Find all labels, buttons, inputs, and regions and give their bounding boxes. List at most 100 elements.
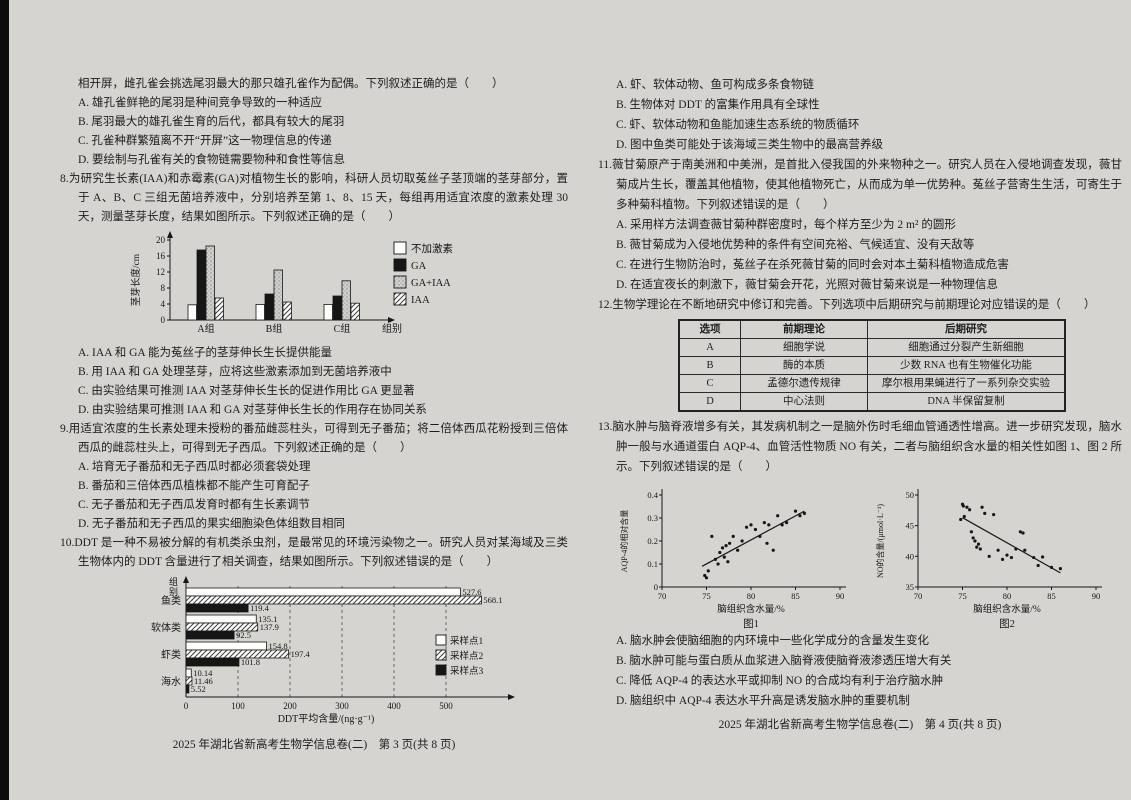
header-later-research: 后期研究 [867, 319, 1066, 339]
q7-option-d: D. 要绘制与孔雀有关的食物链需要物种和食性等信息 [78, 154, 346, 166]
q10-option-c: C. 虾、软体动物和鱼能加速生态系统的物质循环 [616, 119, 860, 131]
q13-fig1-scatter-svg: 70 75 80 85 90 0 0.1 0.2 0.3 0.4 AQP-4的相对含量脑组织含水量/… [619, 489, 846, 629]
q8-lead: 8.为研究生长素(IAA)和赤霉素(GA)对植物生长的影响，科研人员切取菟丝子茎… [60, 173, 568, 223]
scan-edge-strip [0, 0, 9, 800]
svg-text:不加激素: 不加激素 [411, 242, 453, 255]
svg-text:45: 45 [906, 521, 915, 531]
svg-text:70: 70 [658, 591, 667, 601]
svg-text:137.9: 137.9 [260, 622, 279, 632]
cell-b-research: 少数 RNA 也有生物催化功能 [867, 356, 1066, 375]
page-4-footer: 2025 年湖北省新高考生物学信息卷(二) 第 4 页(共 8 页) [718, 719, 1002, 731]
cell-a-theory: 细胞学说 [740, 338, 868, 357]
q10-option-d: D. 图中鱼类可能处于该海域三类生物中的最高营养级 [616, 139, 884, 151]
svg-text:虾类: 虾类 [161, 648, 181, 661]
q10-option-a: A. 虾、软体动物、鱼可构成多条食物链 [616, 79, 815, 91]
svg-text:12: 12 [156, 267, 165, 277]
page-4: A. 虾、软体动物、鱼可构成多条食物链 B. 生物体对 DDT 的富集作用具有全… [598, 75, 1122, 735]
svg-text:脑组织含水量/%: 脑组织含水量/% [717, 603, 785, 615]
q13-lead: 13.脑水肿与脑脊液增多有关，其发病机制之一是脑外伤时毛细血管通透性增高。进一步… [598, 421, 1122, 473]
svg-text:70: 70 [914, 591, 923, 601]
table-header-row: 选项 前期理论 后期研究 [678, 319, 1066, 339]
cell-d-option: D [678, 392, 741, 412]
svg-text:采样点2: 采样点2 [450, 650, 484, 662]
svg-text:4: 4 [161, 299, 166, 309]
cell-c-option: C [678, 374, 741, 393]
q11-option-c: C. 在进行生物防治时，菟丝子在杀死薇甘菊的同时会对本土菊科植物造成危害 [616, 259, 1009, 271]
svg-text:80: 80 [1003, 591, 1012, 601]
svg-text:20: 20 [156, 235, 166, 245]
cell-b-option: B [678, 356, 741, 375]
svg-text:92.5: 92.5 [236, 630, 251, 640]
svg-text:图1: 图1 [743, 618, 759, 629]
svg-text:5.52: 5.52 [191, 684, 206, 694]
svg-text:茎芽长度/cm: 茎芽长度/cm [130, 253, 142, 306]
svg-text:75: 75 [958, 591, 967, 601]
svg-text:0: 0 [654, 582, 658, 592]
cell-a-option: A [678, 338, 741, 357]
svg-text:海水: 海水 [161, 675, 181, 688]
cell-a-research: 细胞通过分裂产生新细胞 [867, 338, 1066, 357]
q13-figures: 70 75 80 85 90 0 0.1 0.2 0.3 0.4 AQP-4的相对含量 脑组织含水量/… [616, 479, 1122, 629]
svg-text:200: 200 [283, 701, 297, 711]
q13-fig2-scatter-svg: 70 75 80 85 90 35 40 45 50 NO的含量/(μmol·L⁻¹) 脑组织含水量… [875, 489, 1102, 629]
q13-option-b: B. 脑水肿可能与蛋白质从血浆进入脑脊液使脑脊液渗透压增大有关 [616, 655, 952, 667]
q8-option-a: A. IAA 和 GA 能为菟丝子的茎芽伸长生长提供能量 [78, 347, 332, 359]
svg-text:组: 组 [169, 576, 178, 587]
svg-text:DDT平均含量/(ng·g⁻¹): DDT平均含量/(ng·g⁻¹) [278, 712, 375, 725]
q8-bar-chart-svg: 0 4 8 12 16 20 茎芽长度/cm A组 B组 C组 组别 不加激素 GA GA+IAA IAA [130, 231, 453, 335]
svg-text:0.1: 0.1 [647, 559, 658, 569]
svg-text:AQP-4的相对含量: AQP-4的相对含量 [619, 510, 629, 573]
svg-text:568.1: 568.1 [483, 595, 502, 605]
svg-text:采样点1: 采样点1 [450, 635, 484, 647]
svg-text:别: 别 [169, 587, 178, 597]
cell-c-research: 摩尔根用果蝇进行了一系列杂交实验 [867, 374, 1066, 393]
q12-theory-table: 选项 前期理论 后期研究 A 细胞学说 细胞通过分裂产生新细胞 B 酶的本质 少… [678, 319, 1066, 412]
header-option: 选项 [678, 319, 741, 339]
q10-hbar-chart: 组别 527.6 568.1 119.4 鱼类 135.1 137.9 92.5 软体类 154.… [124, 573, 568, 732]
q8-option-d: D. 由实验结果可推测 IAA 和 GA 对茎芽伸长生长的作用存在协同关系 [78, 404, 427, 416]
q9-lead: 9.用适宜浓度的生长素处理未授粉的番茄雌蕊柱头，可得到无子番茄；将二倍体西瓜花粉… [60, 423, 568, 454]
svg-text:85: 85 [1047, 591, 1056, 601]
svg-text:NO的含量/(μmol·L⁻¹): NO的含量/(μmol·L⁻¹) [875, 504, 885, 578]
svg-text:脑组织含水量/%: 脑组织含水量/% [973, 603, 1041, 615]
cell-d-theory: 中心法则 [740, 392, 868, 412]
q8-bar-chart: 0 4 8 12 16 20 茎芽长度/cm A组 B组 C组 组别 不加激素 GA GA+IAA IAA [126, 228, 568, 343]
q10-option-b: B. 生物体对 DDT 的富集作用具有全球性 [616, 99, 820, 111]
q11-option-b: B. 薇甘菊成为入侵地优势种的条件有空间充裕、气候适宜、没有天敌等 [616, 239, 975, 251]
header-early-theory: 前期理论 [740, 319, 868, 339]
svg-text:50: 50 [906, 490, 915, 500]
svg-text:35: 35 [906, 582, 915, 592]
svg-text:90: 90 [1092, 591, 1101, 601]
q7-option-c: C. 孔雀种群繁殖离不开“开屏”这一物理信息的传递 [78, 135, 332, 147]
q8-option-b: B. 用 IAA 和 GA 处理茎芽，应将这些激素添加到无菌培养液中 [78, 366, 392, 378]
q9-option-c: C. 无子番茄和无子西瓜发育时都有生长素调节 [78, 499, 310, 511]
svg-text:0: 0 [184, 701, 189, 711]
q13-option-a: A. 脑水肿会使脑细胞的内环境中一些化学成分的含量发生变化 [616, 635, 930, 647]
svg-text:GA+IAA: GA+IAA [411, 278, 451, 289]
page-3: 相开屏，雌孔雀会挑选尾羽最大的那只雄孔雀作为配偶。下列叙述正确的是（ ） A. … [60, 75, 568, 755]
svg-text:100: 100 [231, 701, 245, 711]
q11-option-d: D. 在适宜夜长的刺激下，薇甘菊会开花，光照对薇甘菊来说是一种物理信息 [616, 279, 999, 291]
table-row: C 孟德尔遗传规律 摩尔根用果蝇进行了一系列杂交实验 [678, 374, 1066, 393]
q9-option-d: D. 无子番茄和无子西瓜的果实细胞染色体组数目相同 [78, 518, 346, 530]
svg-text:IAA: IAA [411, 295, 430, 306]
page-3-footer: 2025 年湖北省新高考生物学信息卷(二) 第 3 页(共 8 页) [172, 739, 456, 751]
q9-option-b: B. 番茄和三倍体西瓜植株都不能产生可育配子 [78, 480, 310, 492]
svg-text:8: 8 [161, 283, 166, 293]
svg-text:197.4: 197.4 [291, 649, 311, 659]
svg-text:154.8: 154.8 [268, 641, 287, 651]
svg-text:B组: B组 [266, 322, 283, 335]
q11-option-a: A. 采用样方法调查薇甘菊种群密度时，每个样方至少为 2 m² 的圆形 [616, 219, 956, 231]
svg-text:40: 40 [906, 551, 915, 561]
svg-text:16: 16 [156, 251, 166, 261]
q7-lead: 相开屏，雌孔雀会挑选尾羽最大的那只雄孔雀作为配偶。下列叙述正确的是（ ） [78, 78, 504, 90]
q7-option-b: B. 尾羽最大的雄孔雀生育的后代，都具有较大的尾羽 [78, 116, 345, 128]
q7-option-a: A. 雄孔雀鲜艳的尾羽是种间竞争导致的一种适应 [78, 97, 323, 109]
svg-text:A组: A组 [197, 322, 214, 335]
svg-text:527.6: 527.6 [462, 587, 481, 597]
svg-text:11.46: 11.46 [194, 676, 213, 686]
svg-text:0.2: 0.2 [647, 536, 658, 546]
svg-text:135.1: 135.1 [258, 614, 277, 624]
